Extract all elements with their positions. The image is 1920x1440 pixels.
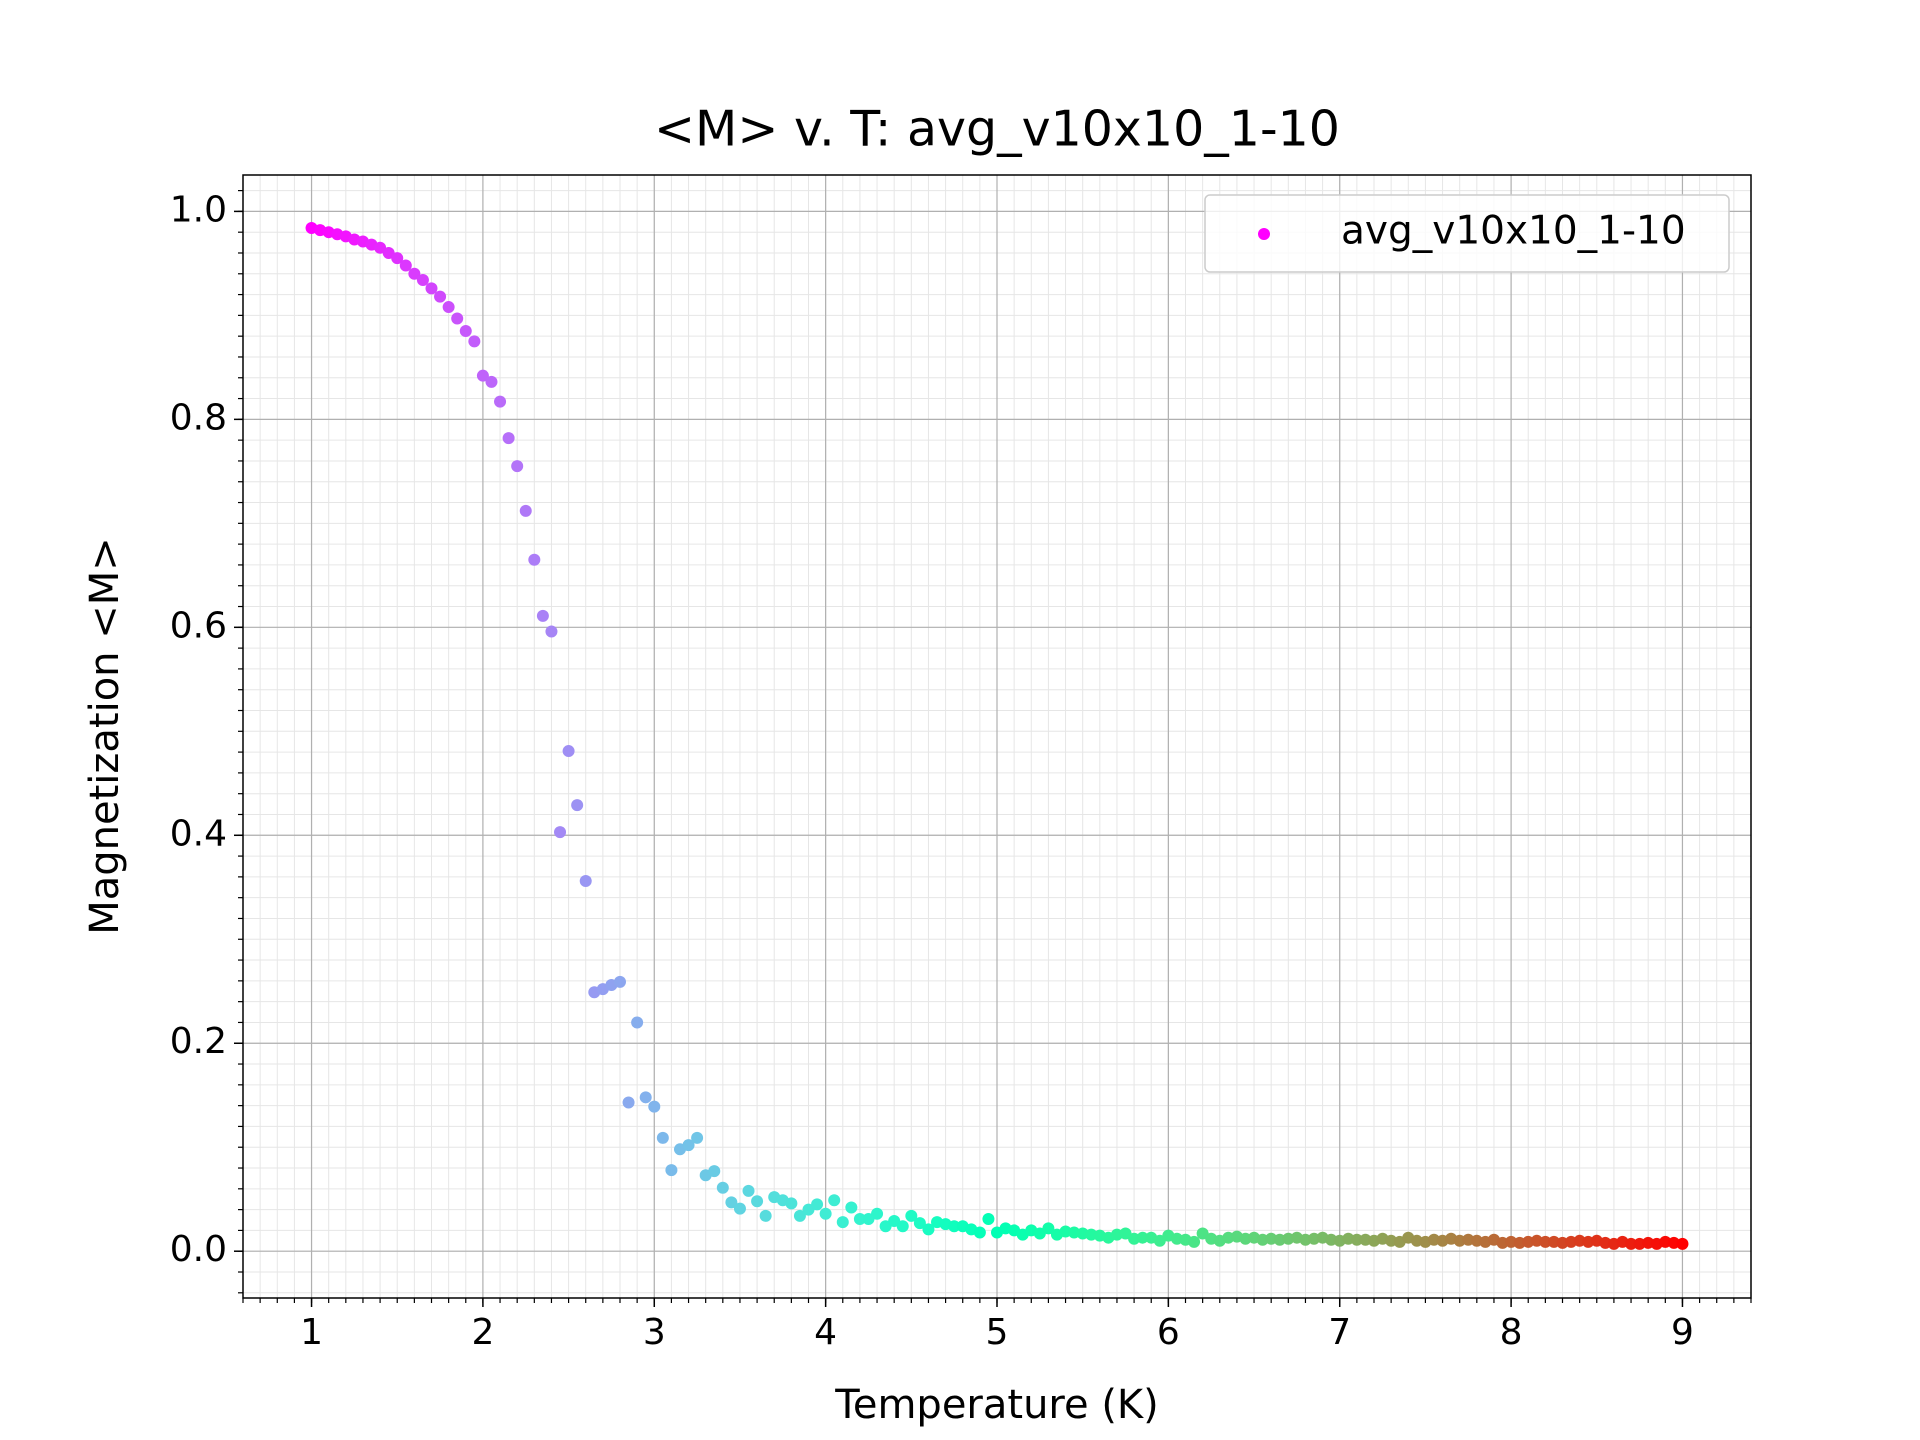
data-point <box>922 1223 935 1236</box>
data-point <box>416 274 429 287</box>
y-axis-label: Magnetization <M> <box>82 537 128 935</box>
data-point <box>528 553 541 566</box>
data-point <box>1188 1235 1201 1248</box>
data-point <box>485 375 498 388</box>
data-point <box>536 609 549 622</box>
x-tick-label: 7 <box>1328 1312 1351 1353</box>
data-point <box>896 1220 909 1233</box>
data-point <box>759 1209 772 1222</box>
data-point <box>519 504 532 517</box>
data-point <box>853 1212 866 1225</box>
y-tick-label: 0.6 <box>170 605 227 646</box>
x-tick-label: 1 <box>300 1312 323 1353</box>
data-point <box>1350 1233 1363 1246</box>
x-tick-label: 4 <box>814 1312 837 1353</box>
data-point <box>494 395 507 408</box>
legend-label: avg_v10x10_1-10 <box>1341 209 1686 254</box>
x-tick-label: 6 <box>1157 1312 1180 1353</box>
data-point <box>948 1220 961 1233</box>
data-point <box>982 1212 995 1225</box>
x-axis-label: Temperature (K) <box>834 1382 1159 1428</box>
data-point <box>665 1164 678 1177</box>
data-point <box>1136 1231 1149 1244</box>
x-tick-label: 8 <box>1500 1312 1523 1353</box>
chart-title: <M> v. T: avg_v10x10_1-10 <box>654 101 1340 158</box>
data-point <box>819 1207 832 1220</box>
data-point <box>1539 1235 1552 1248</box>
data-point <box>785 1197 798 1210</box>
data-point <box>631 1016 644 1029</box>
data-point <box>391 252 404 265</box>
data-point <box>691 1131 704 1144</box>
data-point <box>656 1131 669 1144</box>
data-point <box>442 301 455 314</box>
y-tick-label: 0.4 <box>170 813 227 854</box>
data-point <box>571 799 584 812</box>
data-point <box>725 1196 738 1209</box>
data-point <box>476 369 489 382</box>
data-point <box>468 335 481 348</box>
data-point <box>1676 1237 1689 1250</box>
data-point <box>648 1100 661 1113</box>
data-point <box>751 1195 764 1208</box>
legend-marker <box>1258 228 1270 240</box>
data-point <box>716 1181 729 1194</box>
data-point <box>622 1096 635 1109</box>
data-point <box>973 1226 986 1239</box>
data-point <box>408 267 421 280</box>
y-tick-label: 0.0 <box>170 1229 227 1270</box>
data-point <box>614 975 626 988</box>
plot-frame <box>242 174 1752 1299</box>
data-point <box>451 312 464 325</box>
x-tick-label: 2 <box>471 1312 494 1353</box>
data-point <box>845 1201 858 1214</box>
data-point <box>434 290 447 303</box>
data-point <box>399 259 412 272</box>
y-tick-label: 0.2 <box>170 1021 227 1062</box>
data-point <box>793 1209 806 1222</box>
data-point <box>562 745 575 758</box>
data-point <box>425 282 438 295</box>
data-point <box>836 1216 849 1229</box>
data-point <box>1625 1237 1638 1250</box>
x-tick-label: 5 <box>986 1312 1009 1353</box>
legend: avg_v10x10_1-10 <box>1204 194 1730 273</box>
data-point <box>871 1207 884 1220</box>
data-point <box>554 826 567 839</box>
data-point <box>1042 1222 1055 1235</box>
data-point <box>811 1198 824 1211</box>
data-point <box>905 1209 918 1222</box>
y-tick-label: 1.0 <box>170 189 227 230</box>
data-point <box>511 460 524 473</box>
data-point <box>828 1194 841 1207</box>
data-point <box>579 875 592 888</box>
legend-box <box>1204 194 1730 273</box>
x-tick-label: 3 <box>643 1312 666 1353</box>
data-point <box>639 1091 652 1104</box>
data-point <box>682 1139 695 1152</box>
data-point <box>913 1217 926 1230</box>
data-point <box>502 432 515 445</box>
x-tick-label: 9 <box>1671 1312 1694 1353</box>
data-point <box>742 1184 755 1197</box>
data-point <box>708 1165 721 1178</box>
y-tick-label: 0.8 <box>170 397 227 438</box>
data-point <box>733 1202 746 1215</box>
data-point <box>459 324 472 337</box>
data-point <box>545 625 558 638</box>
